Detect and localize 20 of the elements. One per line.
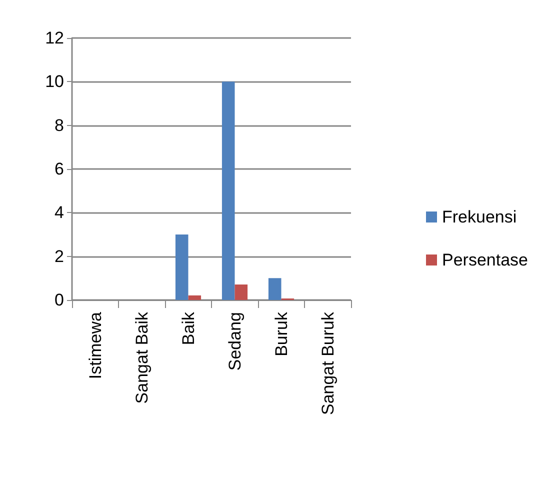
bar bbox=[234, 284, 248, 300]
bar bbox=[268, 278, 282, 300]
legend-label: Persentase bbox=[442, 250, 528, 270]
y-tick-label: 10 bbox=[45, 72, 64, 92]
y-tick-label: 0 bbox=[54, 290, 64, 310]
y-tick-label: 8 bbox=[54, 116, 64, 135]
x-tick-label: Sangat Buruk bbox=[318, 312, 338, 416]
y-tick-label: 2 bbox=[54, 246, 64, 266]
y-tick-label: 4 bbox=[54, 203, 64, 222]
bar bbox=[175, 234, 188, 300]
x-tick-label: Sangat Baik bbox=[132, 312, 152, 404]
x-tick-label: Sedang bbox=[225, 312, 244, 371]
x-tick-label: Istimewa bbox=[86, 311, 105, 380]
y-tick-label: 12 bbox=[45, 28, 64, 48]
legend-label: Frekuensi bbox=[442, 208, 517, 226]
bar bbox=[188, 295, 202, 300]
bar bbox=[222, 82, 235, 300]
x-tick-label: Baik bbox=[178, 312, 198, 346]
x-tick-label: Buruk bbox=[272, 312, 291, 356]
y-tick-label: 6 bbox=[54, 160, 64, 178]
